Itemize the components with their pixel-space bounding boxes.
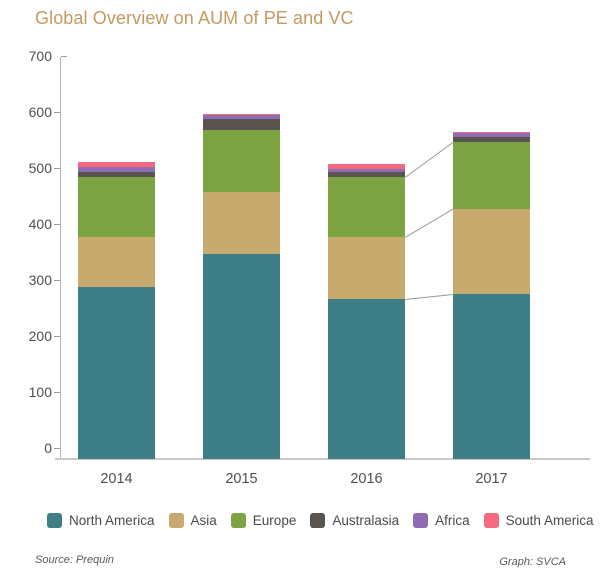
- y-tick-mark: [54, 280, 60, 281]
- legend-item-europe: Europe: [230, 513, 297, 528]
- y-tick-mark: [54, 448, 60, 449]
- legend-swatch: [230, 513, 246, 528]
- bar-segment-2015-europe: [203, 130, 280, 193]
- legend-label: Africa: [435, 513, 470, 528]
- bar-segment-2014-europe: [78, 176, 155, 238]
- bar-segment-2016-australasia: [328, 172, 405, 177]
- bar-segment-2014-asia: [78, 237, 155, 288]
- legend-item-africa: Africa: [413, 513, 470, 528]
- legend-swatch: [310, 513, 326, 528]
- x-category-label: 2017: [475, 471, 508, 487]
- y-tick-label: 200: [28, 328, 52, 344]
- y-tick-mark: [54, 336, 60, 337]
- x-axis-baseline: [55, 458, 590, 460]
- y-tick-label: 0: [44, 440, 52, 456]
- bar-segment-2017-asia: [453, 208, 530, 294]
- y-tick-label: 500: [28, 160, 52, 176]
- legend-item-australasia: Australasia: [310, 513, 399, 528]
- bar-segment-2016-europe: [328, 176, 405, 238]
- y-axis-line: [60, 57, 61, 459]
- y-tick-label: 300: [28, 272, 52, 288]
- connector-line-europe: [405, 141, 454, 178]
- bar-segment-2015-north-america: [203, 253, 280, 459]
- bar-segment-2017-europe: [453, 141, 530, 209]
- bar-segment-2015-africa: [203, 114, 280, 120]
- legend-label: Australasia: [332, 513, 400, 528]
- legend-swatch: [483, 513, 499, 528]
- legend-label: South America: [505, 513, 594, 528]
- connector-line-north-america: [405, 293, 454, 301]
- x-category-label: 2014: [100, 471, 133, 487]
- bar-segment-2016-north-america: [328, 299, 405, 459]
- legend-swatch: [168, 513, 184, 528]
- connector-line-asia: [405, 208, 454, 239]
- legend-label: Europe: [252, 513, 297, 528]
- credit-note: Graph: SVCA: [499, 556, 566, 568]
- bar-segment-2015-south-america: [203, 113, 280, 115]
- legend-item-south-america: South America: [483, 513, 594, 528]
- legend-item-north-america: North America: [47, 513, 155, 528]
- chart-title: Global Overview on AUM of PE and VC: [35, 8, 354, 28]
- legend-swatch: [413, 513, 429, 528]
- bar-segment-2017-africa: [453, 132, 530, 138]
- bar-segment-2016-africa: [328, 168, 405, 173]
- bar-segment-2015-asia: [203, 192, 280, 254]
- legend-label: North America: [69, 513, 155, 528]
- y-tick-label: 400: [28, 216, 52, 232]
- bar-segment-2014-north-america: [78, 287, 155, 459]
- y-tick-mark: [54, 392, 60, 393]
- bar-segment-2015-australasia: [203, 119, 280, 131]
- bar-segment-2014-south-america: [78, 161, 155, 167]
- source-note: Source: Prequin: [35, 554, 114, 566]
- y-tick-mark: [54, 112, 60, 113]
- y-tick-label: 600: [28, 104, 52, 120]
- y-tick-label: 100: [28, 384, 52, 400]
- legend-label: Asia: [190, 513, 217, 528]
- y-tick-mark: [61, 56, 67, 57]
- legend-item-asia: Asia: [168, 513, 217, 528]
- y-tick-mark: [54, 168, 60, 169]
- bar-segment-2017-australasia: [453, 137, 530, 142]
- x-category-label: 2016: [350, 471, 383, 487]
- y-tick-mark: [54, 224, 60, 225]
- bar-segment-2014-australasia: [78, 171, 155, 177]
- chart-legend: North America Asia Europe Australasia Africa…: [47, 513, 593, 528]
- y-tick-label: 700: [28, 48, 52, 64]
- bar-segment-2016-asia: [328, 237, 405, 300]
- bar-segment-2017-north-america: [453, 294, 530, 459]
- bar-segment-2016-south-america: [328, 163, 405, 169]
- bar-segment-2017-south-america: [453, 131, 530, 133]
- x-category-label: 2015: [225, 471, 258, 487]
- legend-swatch: [47, 513, 62, 528]
- bar-segment-2014-africa: [78, 166, 155, 172]
